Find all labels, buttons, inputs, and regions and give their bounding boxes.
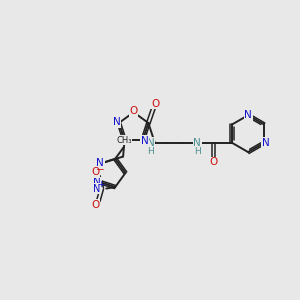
Text: −: − (96, 165, 105, 175)
Text: N: N (141, 136, 149, 146)
Text: N: N (194, 138, 201, 148)
Text: N: N (244, 110, 252, 120)
Text: O: O (130, 106, 138, 116)
Text: H: H (148, 147, 154, 156)
Text: N: N (147, 138, 155, 148)
Text: +: + (97, 180, 104, 189)
Text: O: O (91, 167, 99, 178)
Text: N: N (262, 138, 269, 148)
Text: N: N (113, 117, 121, 127)
Text: H: H (194, 147, 201, 156)
Text: O: O (210, 158, 218, 167)
Text: O: O (91, 200, 99, 210)
Text: N: N (93, 177, 101, 187)
Text: CH₃: CH₃ (116, 136, 132, 145)
Text: O: O (151, 99, 159, 109)
Text: N: N (93, 184, 100, 194)
Text: N: N (96, 158, 104, 168)
